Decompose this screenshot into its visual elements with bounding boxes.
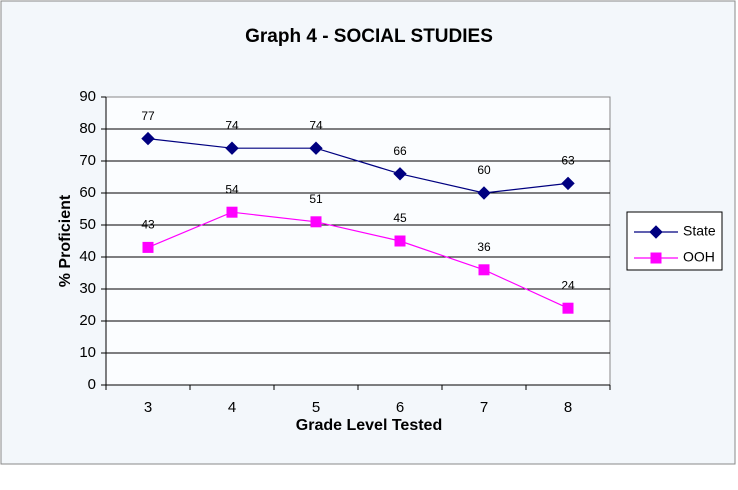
y-tick-label: 60: [79, 184, 96, 201]
y-tick-label: 80: [79, 120, 96, 137]
data-label: 63: [561, 154, 575, 168]
marker: [310, 216, 322, 228]
legend-marker: [650, 252, 662, 264]
marker: [478, 264, 490, 276]
y-axis-title: % Proficient: [57, 194, 74, 287]
marker: [225, 141, 239, 155]
data-label: 66: [393, 144, 407, 158]
y-tick-label: 0: [88, 376, 96, 393]
data-label: 60: [477, 163, 491, 177]
y-tick-label: 70: [79, 152, 96, 169]
marker: [309, 141, 323, 155]
chart-title: Graph 4 - SOCIAL STUDIES: [245, 26, 493, 47]
x-tick-label: 3: [144, 399, 152, 416]
y-tick-label: 10: [79, 344, 96, 361]
data-label: 43: [141, 218, 155, 232]
legend-label: OOH: [683, 249, 715, 265]
x-tick-label: 7: [480, 399, 488, 416]
series-line: [147, 138, 569, 194]
plot-area: [105, 96, 611, 386]
data-label: 54: [225, 182, 239, 196]
y-tick-label: 30: [79, 280, 96, 297]
legend-label: State: [683, 223, 716, 239]
marker: [393, 167, 407, 181]
marker: [561, 176, 575, 191]
marker: [226, 206, 238, 218]
marker: [562, 302, 574, 314]
y-tick-label: 50: [79, 216, 96, 233]
y-tick-label: 40: [79, 248, 96, 265]
marker: [141, 131, 155, 146]
x-tick-label: 8: [564, 399, 572, 416]
marker: [142, 241, 154, 253]
data-label: 24: [561, 278, 575, 292]
data-label: 74: [225, 118, 239, 132]
marker: [394, 235, 406, 247]
data-label: 74: [309, 118, 323, 132]
x-axis-title: Grade Level Tested: [296, 417, 442, 434]
data-label: 36: [477, 240, 491, 254]
data-label: 51: [309, 192, 323, 206]
y-tick-label: 20: [79, 312, 96, 329]
legend-marker: [649, 225, 663, 239]
x-tick-label: 6: [396, 399, 404, 416]
series-line: [147, 211, 569, 309]
legend: [626, 211, 723, 271]
data-label: 45: [393, 211, 407, 225]
marker: [477, 186, 491, 200]
y-tick-label: 90: [79, 88, 96, 105]
x-tick-label: 4: [228, 399, 236, 416]
data-label: 77: [141, 109, 155, 123]
x-tick-label: 5: [312, 399, 320, 416]
